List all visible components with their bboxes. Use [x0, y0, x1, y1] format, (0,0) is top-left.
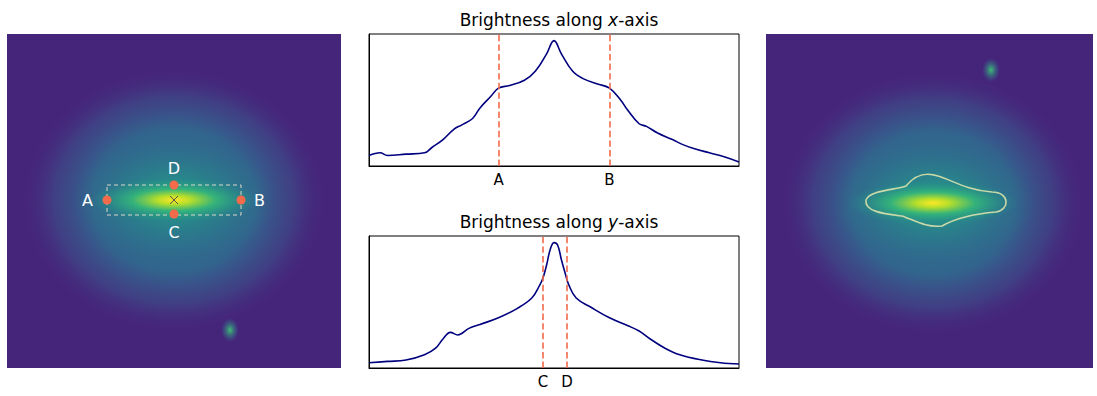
- svg-text:B: B: [254, 191, 265, 210]
- svg-text:D: D: [561, 373, 573, 391]
- svg-text:Brightness along: Brightness along: [460, 212, 608, 232]
- svg-text:D: D: [168, 159, 180, 178]
- svg-text:x: x: [608, 9, 619, 30]
- svg-text:y: y: [608, 211, 619, 232]
- svg-text:Brightness along: Brightness along: [460, 10, 608, 30]
- svg-text:C: C: [168, 223, 179, 242]
- svg-text:A: A: [82, 191, 93, 210]
- svg-text:A: A: [493, 171, 504, 189]
- svg-text:C: C: [538, 373, 548, 391]
- svg-text:B: B: [604, 171, 614, 189]
- svg-text:-axis: -axis: [618, 10, 658, 30]
- svg-text:-axis: -axis: [618, 212, 658, 232]
